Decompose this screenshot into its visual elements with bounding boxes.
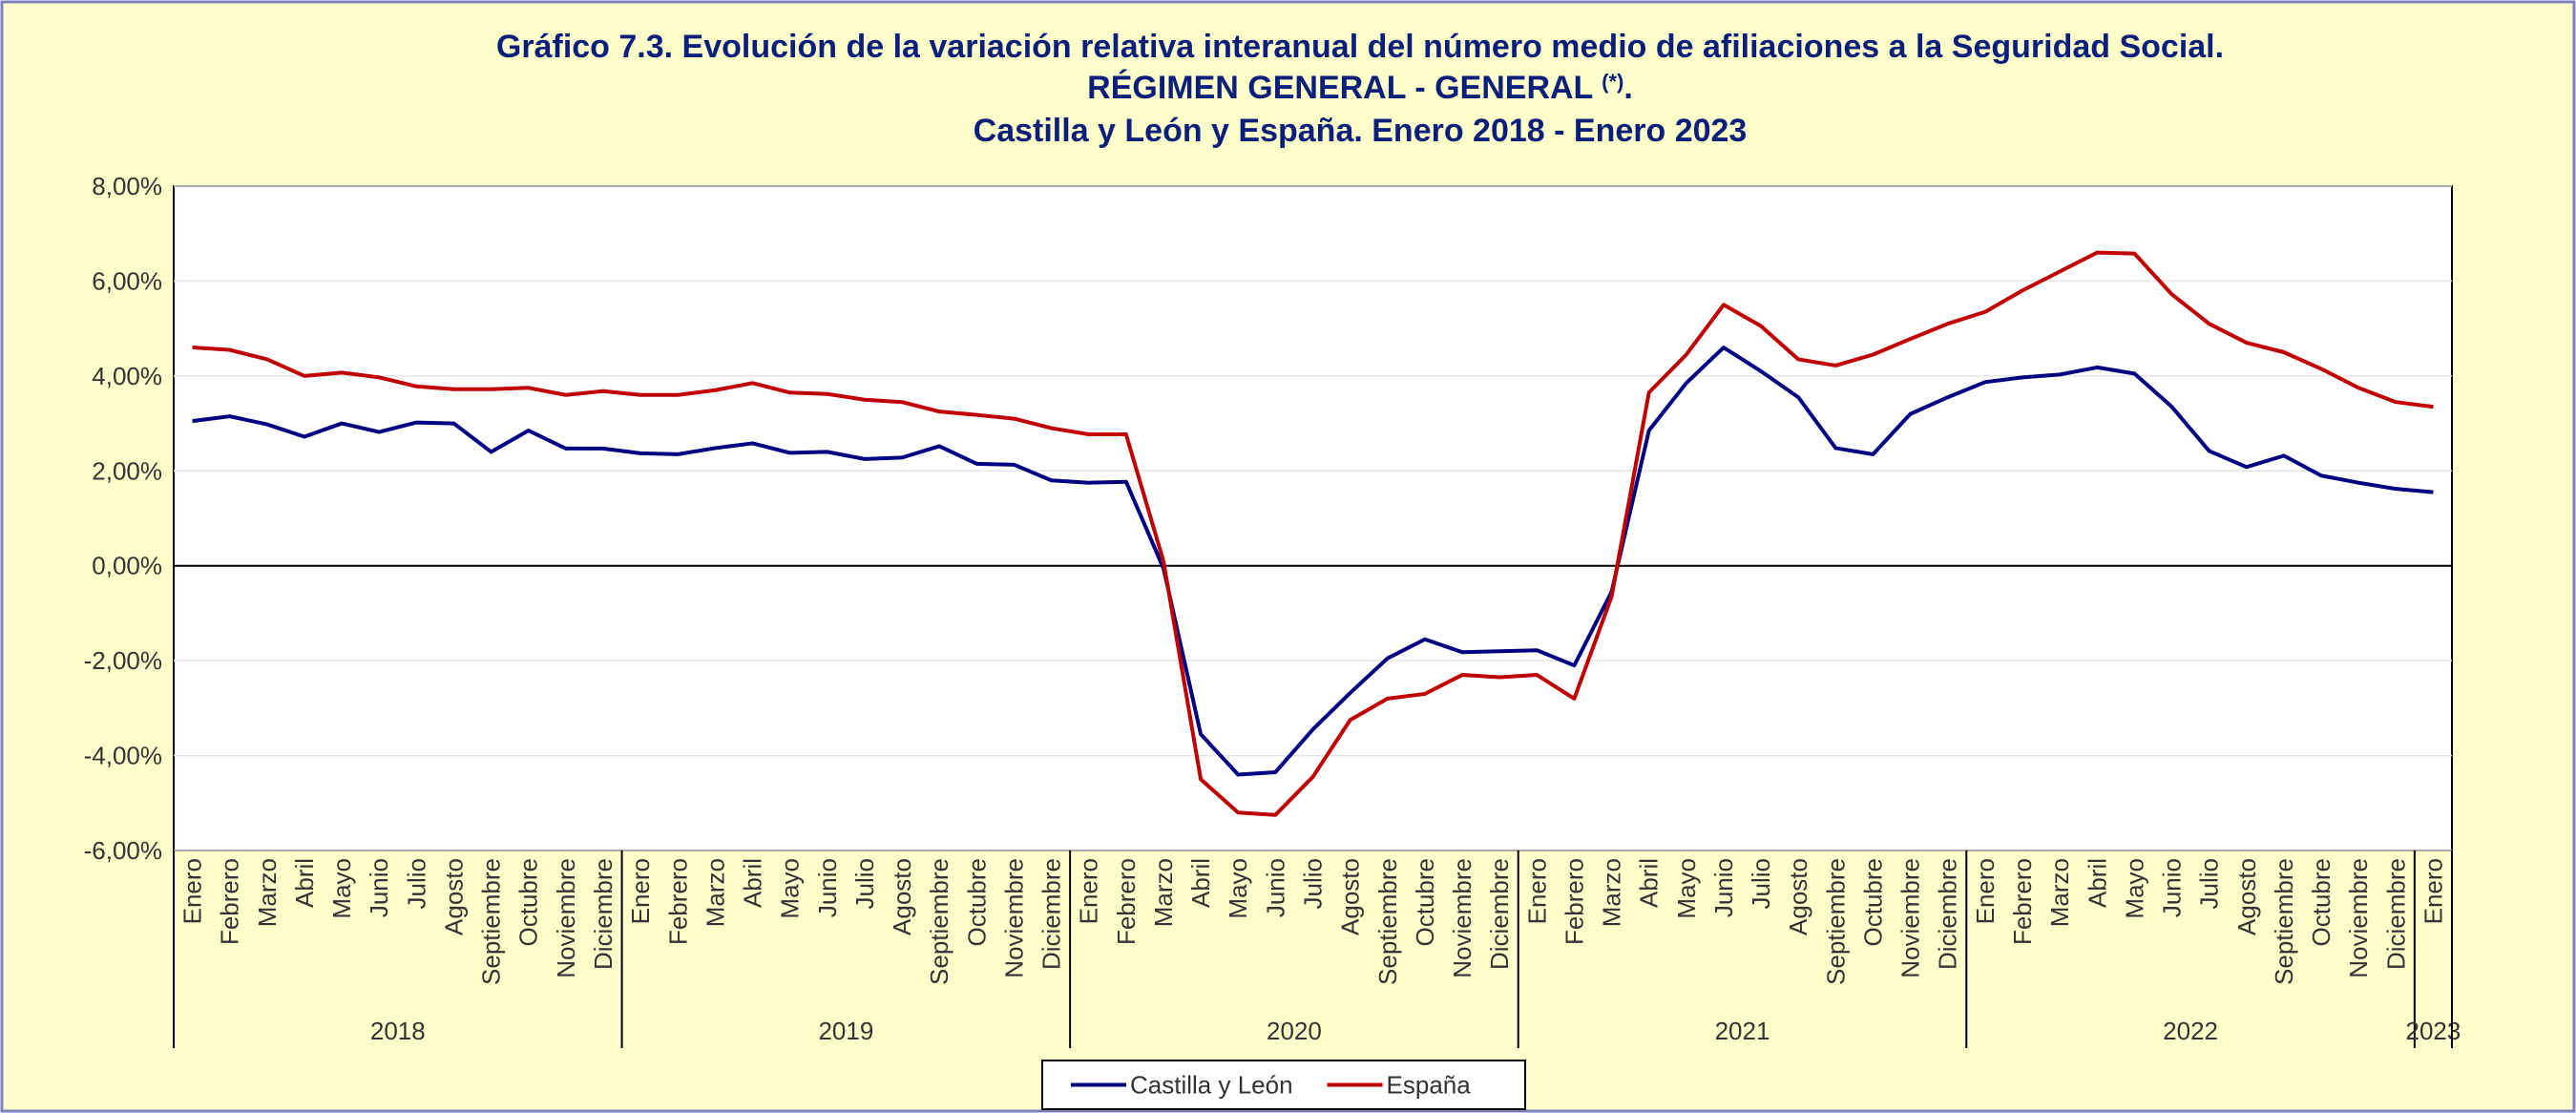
y-tick-label: 2,00% bbox=[92, 456, 162, 485]
x-tick-label: Octubre bbox=[514, 858, 543, 947]
x-tick-label: Marzo bbox=[1149, 858, 1178, 927]
subtitle-text: RÉGIMEN GENERAL - GENERAL bbox=[1087, 70, 1593, 106]
x-tick-label: Abril bbox=[1635, 858, 1664, 908]
x-tick-label: Julio bbox=[402, 858, 430, 909]
x-tick-label: Marzo bbox=[2045, 858, 2074, 927]
x-group-label: 2021 bbox=[1715, 1017, 1770, 1045]
x-tick-label: Mayo bbox=[1672, 858, 1701, 919]
x-tick-label: Septiembre bbox=[2270, 858, 2298, 985]
x-group-label: 2020 bbox=[1267, 1017, 1322, 1045]
x-tick-label: Febrero bbox=[216, 858, 244, 945]
x-tick-label: Junio bbox=[813, 858, 842, 917]
x-tick-label: Mayo bbox=[327, 858, 356, 919]
x-tick-label: Julio bbox=[850, 858, 879, 909]
x-tick-label: Septiembre bbox=[925, 858, 953, 985]
x-tick-label: Marzo bbox=[701, 858, 729, 927]
x-tick-label: Agosto bbox=[2232, 858, 2261, 935]
x-tick-label: Septiembre bbox=[1373, 858, 1402, 985]
x-tick-label: Noviembre bbox=[2344, 858, 2373, 978]
x-tick-label: Junio bbox=[1709, 858, 1738, 917]
x-tick-label: Enero bbox=[1075, 858, 1103, 924]
line-series bbox=[192, 250, 2434, 817]
x-group-label: 2018 bbox=[370, 1017, 426, 1045]
y-tick-label: -2,00% bbox=[84, 646, 162, 675]
x-tick-label: Enero bbox=[626, 858, 655, 924]
legend-label: España bbox=[1387, 1071, 1472, 1100]
x-tick-label: Febrero bbox=[1112, 858, 1141, 945]
x-tick-label: Marzo bbox=[1598, 858, 1626, 927]
y-tick-label: -4,00% bbox=[84, 742, 162, 770]
x-tick-label: Septiembre bbox=[477, 858, 506, 985]
x-tick-label: Octubre bbox=[962, 858, 991, 947]
x-tick-label: Abril bbox=[739, 858, 767, 908]
subtitle-end: . bbox=[1623, 70, 1632, 106]
x-tick-label: Mayo bbox=[2120, 858, 2148, 919]
x-tick-label: Diciembre bbox=[1934, 858, 1962, 970]
x-tick-label: Noviembre bbox=[552, 858, 580, 978]
x-tick-label: Noviembre bbox=[1896, 858, 1925, 978]
x-tick-label: Enero bbox=[178, 858, 207, 924]
x-tick-label: Enero bbox=[1971, 858, 2000, 924]
legend-label: Castilla y León bbox=[1130, 1071, 1293, 1100]
x-tick-label: Diciembre bbox=[1485, 858, 1514, 970]
x-tick-label: Febrero bbox=[2008, 858, 2037, 945]
y-tick-label: 4,00% bbox=[92, 362, 162, 390]
x-tick-label: Julio bbox=[1299, 858, 1328, 909]
x-tick-label: Junio bbox=[365, 858, 393, 917]
x-tick-label: Noviembre bbox=[999, 858, 1028, 978]
x-tick-label: Diciembre bbox=[589, 858, 618, 970]
x-tick-label: Septiembre bbox=[1821, 858, 1850, 985]
chart-subtitle: Castilla y León y España. Enero 2018 - E… bbox=[974, 113, 1748, 149]
line-series bbox=[192, 346, 2434, 777]
x-tick-label: Agosto bbox=[439, 858, 468, 935]
plot-area bbox=[173, 185, 2453, 851]
x-tick-label: Noviembre bbox=[1448, 858, 1476, 978]
x-tick-label: Diciembre bbox=[2381, 858, 2410, 970]
x-tick-label: Julio bbox=[1747, 858, 1775, 909]
x-tick-label: Febrero bbox=[1560, 858, 1588, 945]
y-tick-label: 6,00% bbox=[92, 266, 162, 295]
x-group-label: 2022 bbox=[2163, 1017, 2218, 1045]
chart-title: Gráfico 7.3. Evolución de la variación r… bbox=[496, 29, 2224, 65]
x-tick-label: Mayo bbox=[776, 858, 805, 919]
x-tick-label: Agosto bbox=[888, 858, 916, 935]
y-tick-label: 8,00% bbox=[92, 172, 162, 200]
x-tick-label: Abril bbox=[2083, 858, 2111, 908]
x-tick-label: Abril bbox=[1186, 858, 1215, 908]
x-tick-label: Julio bbox=[2195, 858, 2224, 909]
subtitle-note: (*) bbox=[1602, 70, 1623, 94]
x-tick-label: Junio bbox=[2158, 858, 2187, 917]
y-tick-label: 0,00% bbox=[92, 552, 162, 580]
x-tick-label: Octubre bbox=[1858, 858, 1887, 947]
x-tick-label: Enero bbox=[1522, 858, 1551, 924]
x-tick-label: Diciembre bbox=[1037, 858, 1066, 970]
x-tick-label: Febrero bbox=[663, 858, 692, 945]
x-tick-label: Octubre bbox=[2307, 858, 2335, 947]
x-group-label: 2019 bbox=[818, 1017, 873, 1045]
x-tick-label: Agosto bbox=[1336, 858, 1365, 935]
x-tick-label: Agosto bbox=[1784, 858, 1812, 935]
x-tick-label: Mayo bbox=[1224, 858, 1252, 919]
x-tick-label: Abril bbox=[290, 858, 319, 908]
chart-subtitle: RÉGIMEN GENERAL - GENERAL (*). bbox=[1087, 70, 1633, 106]
x-tick-label: Marzo bbox=[253, 858, 282, 927]
y-tick-label: -6,00% bbox=[84, 836, 162, 865]
x-tick-label: Enero bbox=[2419, 858, 2447, 924]
x-tick-label: Junio bbox=[1261, 858, 1289, 917]
x-tick-label: Octubre bbox=[1411, 858, 1439, 947]
